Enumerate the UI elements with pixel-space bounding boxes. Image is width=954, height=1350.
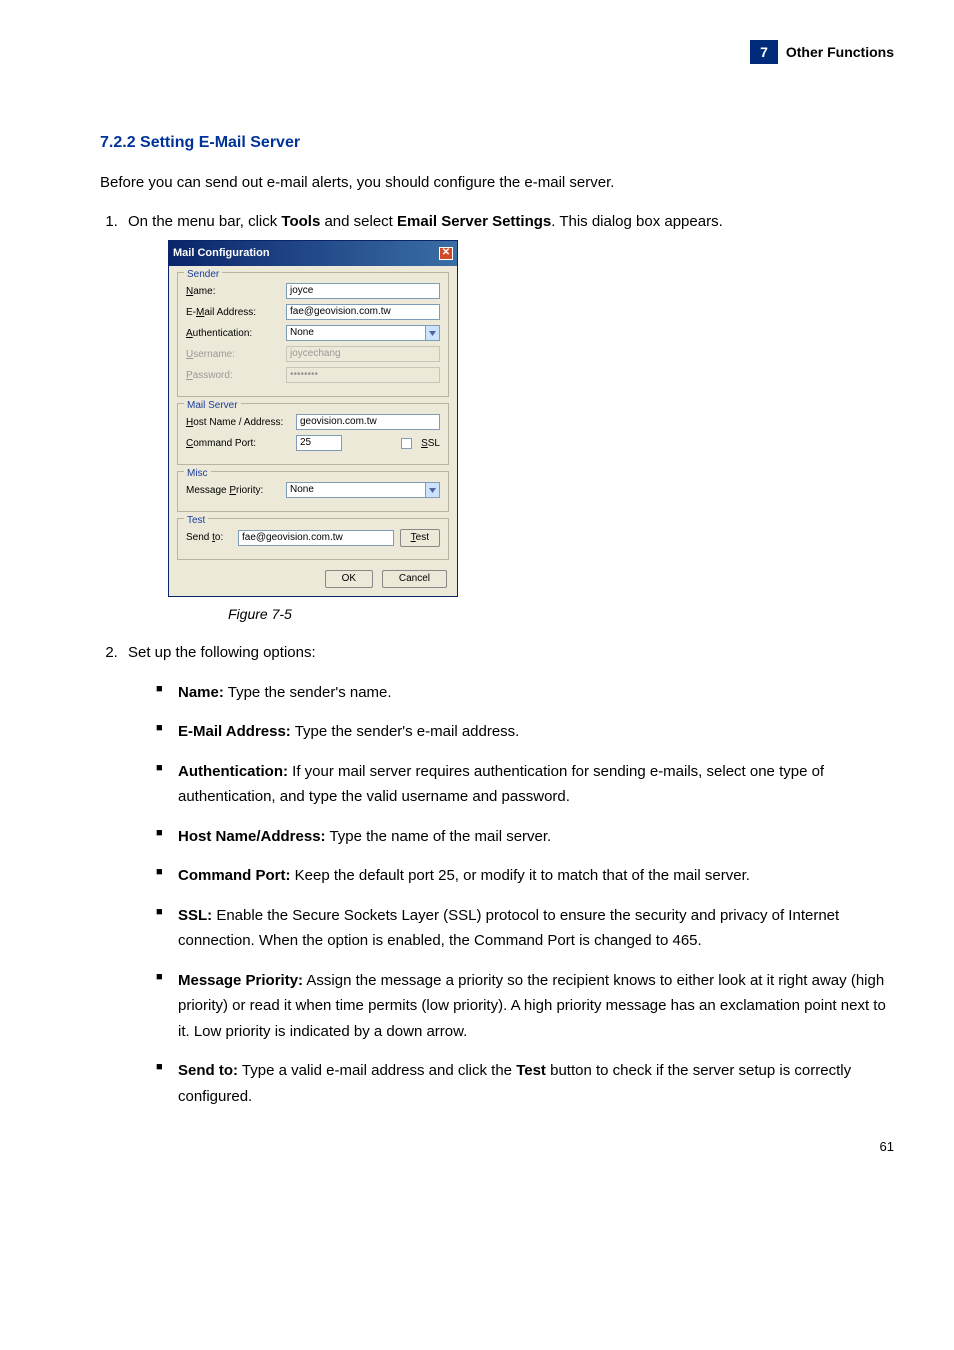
chevron-down-icon[interactable]	[426, 482, 440, 498]
intro-paragraph: Before you can send out e-mail alerts, y…	[100, 172, 894, 195]
port-label: Command Port:	[186, 435, 290, 452]
page-number: 61	[100, 1139, 894, 1154]
opt-auth: Authentication: If your mail server requ…	[156, 759, 894, 810]
ssl-checkbox[interactable]	[401, 438, 412, 449]
host-field[interactable]: geovision.com.tw	[296, 414, 440, 430]
opt-host: Host Name/Address: Type the name of the …	[156, 824, 894, 850]
chapter-header: 7 Other Functions	[750, 40, 894, 64]
step2-text: Set up the following options:	[128, 644, 316, 661]
ssl-label: SSL	[421, 435, 440, 452]
auth-select[interactable]: None	[286, 325, 440, 341]
email-field[interactable]: fae@geovision.com.tw	[286, 304, 440, 320]
host-label: Host Name / Address:	[186, 414, 290, 431]
sendto-field[interactable]: fae@geovision.com.tw	[238, 530, 394, 546]
step1-tools: Tools	[281, 213, 320, 230]
dialog-button-row: OK Cancel	[169, 564, 457, 596]
port-field[interactable]: 25	[296, 435, 342, 451]
name-label: Name:	[186, 283, 280, 300]
step1-text-a: On the menu bar, click	[128, 213, 281, 230]
mailserver-legend: Mail Server	[184, 397, 241, 414]
mail-configuration-dialog: Mail Configuration ✕ Sender Name: joyce …	[168, 240, 458, 597]
sender-group: Sender Name: joyce E-Mail Address: fae@g…	[177, 272, 449, 397]
opt-port: Command Port: Keep the default port 25, …	[156, 863, 894, 889]
priority-label: Message Priority:	[186, 482, 280, 499]
password-label: Password:	[186, 367, 280, 384]
username-field: joycechang	[286, 346, 440, 362]
priority-select[interactable]: None	[286, 482, 440, 498]
opt-name: Name: Type the sender's name.	[156, 680, 894, 706]
dialog-titlebar: Mail Configuration ✕	[169, 241, 457, 266]
ok-button[interactable]: OK	[325, 570, 373, 588]
password-field: ••••••••	[286, 367, 440, 383]
step-2: Set up the following options: Name: Type…	[122, 640, 894, 1109]
mailserver-group: Mail Server Host Name / Address: geovisi…	[177, 403, 449, 465]
auth-label: Authentication:	[186, 325, 280, 342]
step1-text-e: . This dialog box appears.	[551, 213, 723, 230]
sender-legend: Sender	[184, 266, 222, 283]
dialog-title: Mail Configuration	[173, 244, 270, 263]
name-field[interactable]: joyce	[286, 283, 440, 299]
step1-email-settings: Email Server Settings	[397, 213, 551, 230]
username-label: Username:	[186, 346, 280, 363]
misc-group: Misc Message Priority: None	[177, 471, 449, 512]
opt-ssl: SSL: Enable the Secure Sockets Layer (SS…	[156, 903, 894, 954]
opt-email: E-Mail Address: Type the sender's e-mail…	[156, 719, 894, 745]
step1-text-c: and select	[320, 213, 397, 230]
test-legend: Test	[184, 512, 208, 529]
opt-sendto: Send to: Type a valid e-mail address and…	[156, 1058, 894, 1109]
cancel-button[interactable]: Cancel	[382, 570, 447, 588]
chevron-down-icon[interactable]	[426, 325, 440, 341]
test-button[interactable]: Test	[400, 529, 440, 547]
step-1: On the menu bar, click Tools and select …	[122, 209, 894, 627]
close-icon[interactable]: ✕	[439, 247, 453, 260]
opt-priority: Message Priority: Assign the message a p…	[156, 968, 894, 1045]
chapter-label: Other Functions	[786, 44, 894, 60]
test-group: Test Send to: fae@geovision.com.tw Test	[177, 518, 449, 560]
section-title: 7.2.2 Setting E-Mail Server	[100, 134, 894, 152]
email-label: E-Mail Address:	[186, 304, 280, 321]
chapter-number-badge: 7	[750, 40, 778, 64]
misc-legend: Misc	[184, 465, 211, 482]
sendto-label: Send to:	[186, 529, 232, 546]
figure-caption: Figure 7-5	[228, 603, 894, 627]
